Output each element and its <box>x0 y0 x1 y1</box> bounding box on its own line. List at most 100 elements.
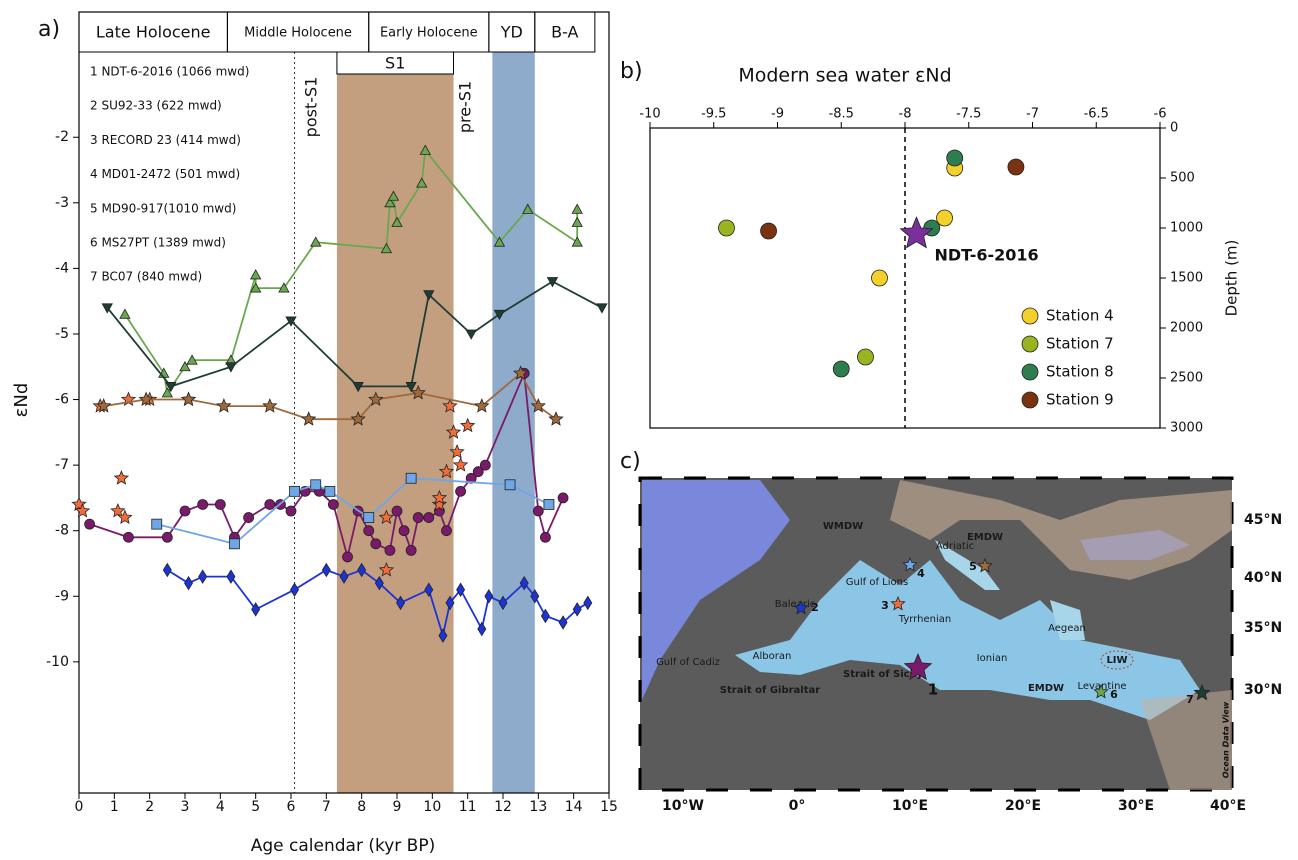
marker <box>533 506 543 516</box>
y-tick-label: -8 <box>55 523 69 539</box>
marker <box>123 532 133 542</box>
panel-label: b) <box>620 59 643 84</box>
marker <box>857 349 873 365</box>
y-tick-label: -9 <box>55 588 69 604</box>
x-tick-label: 14 <box>565 799 583 815</box>
legend-label: 6 MS27PT (1389 mwd) <box>90 236 226 250</box>
lat-label: 35°N <box>1244 620 1282 636</box>
x-tick-label: 13 <box>529 799 547 815</box>
marker <box>251 270 261 279</box>
station-label: 3 <box>881 599 889 612</box>
marker <box>540 532 550 542</box>
marker <box>559 616 567 629</box>
marker <box>406 545 416 555</box>
marker <box>120 309 130 318</box>
marker <box>547 278 557 287</box>
annotation: post-S1 <box>302 77 321 138</box>
legend-label: 7 BC07 (840 mwd) <box>90 270 202 284</box>
marker <box>584 596 592 609</box>
marker <box>947 150 963 166</box>
marker <box>406 473 416 483</box>
legend-label: 4 MD01-2472 (501 mwd) <box>90 167 240 181</box>
marker <box>461 419 474 432</box>
marker <box>215 499 225 509</box>
y-tick-label: 3000 <box>1170 421 1203 436</box>
x-tick-label: 0 <box>75 799 84 815</box>
marker <box>217 399 230 412</box>
x-tick-label: 11 <box>459 799 477 815</box>
legend-label: Station 8 <box>1046 363 1114 381</box>
y-tick-label: -6 <box>55 392 69 408</box>
point-label: NDT-6-2016 <box>934 246 1038 265</box>
marker <box>163 564 171 577</box>
marker <box>185 577 193 590</box>
map-label: EMDW <box>1028 683 1064 694</box>
x-tick-label: 8 <box>357 799 366 815</box>
marker <box>198 499 208 509</box>
x-axis-label: Age calendar (kyr BP) <box>251 836 435 856</box>
lon-label: 40°E <box>1210 798 1246 814</box>
x-tick-label: 6 <box>287 799 296 815</box>
x-tick-label: 4 <box>216 799 225 815</box>
marker <box>286 506 296 516</box>
legend-label: Station 4 <box>1046 307 1114 325</box>
x-tick-label: -6 <box>1154 107 1167 122</box>
marker <box>325 486 335 496</box>
marker <box>872 270 888 286</box>
marker <box>466 330 476 339</box>
lon-label: 0° <box>789 798 806 814</box>
map-label: Alboran <box>753 651 792 662</box>
period-label: Early Holocene <box>380 26 478 41</box>
x-tick-label: -7 <box>1026 107 1039 122</box>
x-tick-label: -7.5 <box>956 107 981 122</box>
marker <box>385 545 395 555</box>
marker <box>399 526 409 536</box>
x-tick-label: 15 <box>600 799 618 815</box>
y-tick-label: 1500 <box>1170 271 1203 286</box>
marker <box>1008 159 1024 175</box>
marker <box>328 499 338 509</box>
map: Gulf of CadizStrait of GibraltarAlboranB… <box>640 478 1282 814</box>
marker <box>505 480 515 490</box>
lat-label: 30°N <box>1244 682 1282 698</box>
panel-label: c) <box>620 449 641 474</box>
y-axis-label: Depth (m) <box>1223 240 1241 317</box>
marker <box>454 458 467 471</box>
marker <box>85 519 95 529</box>
marker <box>1022 392 1038 408</box>
lon-label: 10°E <box>892 798 928 814</box>
x-tick-label: 10 <box>423 799 441 815</box>
marker <box>115 471 128 484</box>
legend-label: 3 RECORD 23 (414 mwd) <box>90 133 241 147</box>
annotation: pre-S1 <box>455 81 474 133</box>
marker <box>719 220 735 236</box>
marker <box>1022 364 1038 380</box>
marker <box>480 460 490 470</box>
marker <box>549 412 562 425</box>
marker <box>441 526 451 536</box>
x-tick-label: 2 <box>145 799 154 815</box>
x-tick-label: 9 <box>393 799 402 815</box>
period-label: Late Holocene <box>96 23 211 42</box>
station-label: 1 <box>928 681 938 699</box>
map-label: Gulf of Cadiz <box>656 657 720 668</box>
map-label: EMDW <box>967 532 1003 543</box>
marker <box>485 590 493 603</box>
marker <box>152 519 162 529</box>
marker <box>456 486 466 496</box>
x-tick-label: 3 <box>181 799 190 815</box>
map-label: WMDW <box>823 521 863 532</box>
marker <box>180 506 190 516</box>
y-tick-label: -4 <box>55 260 69 276</box>
marker <box>182 393 195 406</box>
marker <box>229 539 239 549</box>
marker <box>291 583 299 596</box>
y-tick-label: 2000 <box>1170 321 1203 336</box>
marker <box>199 570 207 583</box>
legend-label: 2 SU92-33 (622 mwd) <box>90 99 222 113</box>
y-tick-label: -10 <box>46 654 69 670</box>
x-tick-label: -6.5 <box>1084 107 1109 122</box>
lon-label: 10°W <box>662 798 704 814</box>
y-tick-label: -2 <box>55 129 69 145</box>
marker <box>572 204 582 213</box>
